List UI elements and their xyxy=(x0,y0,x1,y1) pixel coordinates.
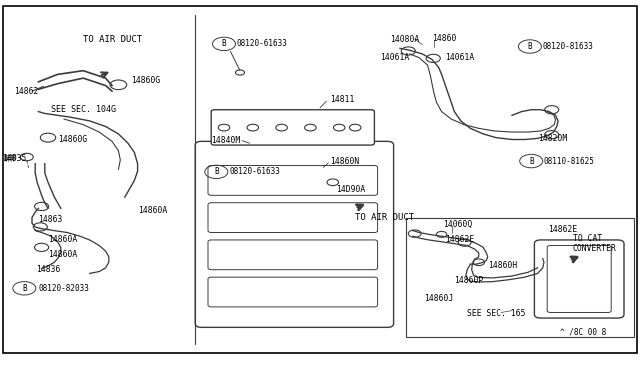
Text: 14863: 14863 xyxy=(38,215,63,224)
Text: TO CAT
CONVERTER: TO CAT CONVERTER xyxy=(573,234,617,253)
Text: TO AIR DUCT: TO AIR DUCT xyxy=(355,213,414,222)
Text: ^ /8C 00 8: ^ /8C 00 8 xyxy=(560,328,606,337)
FancyBboxPatch shape xyxy=(547,246,611,312)
Text: 14840M: 14840M xyxy=(211,136,241,145)
Text: 14860N: 14860N xyxy=(330,157,359,166)
Text: 14860P: 14860P xyxy=(454,276,484,285)
Text: B: B xyxy=(529,157,534,166)
Text: 14860H: 14860H xyxy=(488,261,517,270)
Text: 14835: 14835 xyxy=(2,154,26,163)
Text: B: B xyxy=(527,42,532,51)
Text: B: B xyxy=(22,284,27,293)
Text: SEE SEC. 165: SEE SEC. 165 xyxy=(467,309,525,318)
Text: 14860: 14860 xyxy=(432,34,456,43)
Text: 14862: 14862 xyxy=(14,87,38,96)
Text: 08120-61633: 08120-61633 xyxy=(229,167,280,176)
Text: 08120-61633: 08120-61633 xyxy=(237,39,287,48)
Text: 08120-81633: 08120-81633 xyxy=(543,42,593,51)
Text: 14860G: 14860G xyxy=(58,135,87,144)
Text: SEE SEC. 104G: SEE SEC. 104G xyxy=(51,105,116,114)
FancyBboxPatch shape xyxy=(534,240,624,318)
Text: 14060Q: 14060Q xyxy=(444,220,473,229)
Text: 08110-81625: 08110-81625 xyxy=(544,157,595,166)
FancyBboxPatch shape xyxy=(208,240,378,270)
FancyBboxPatch shape xyxy=(406,218,634,337)
Text: 14862E: 14862E xyxy=(445,235,474,244)
Text: 14860A: 14860A xyxy=(138,206,167,215)
Text: 14862E: 14862E xyxy=(548,225,577,234)
Text: 14820M: 14820M xyxy=(538,134,567,143)
Text: 14860J: 14860J xyxy=(424,294,454,303)
Text: 14836: 14836 xyxy=(36,265,61,274)
Text: 14D90A: 14D90A xyxy=(336,185,365,194)
Text: 14860G: 14860G xyxy=(131,76,161,85)
FancyBboxPatch shape xyxy=(195,141,394,327)
FancyBboxPatch shape xyxy=(208,166,378,195)
Text: 14061A: 14061A xyxy=(445,53,474,62)
Text: 14080A: 14080A xyxy=(390,35,420,44)
Text: B: B xyxy=(221,39,227,48)
Text: 14061A: 14061A xyxy=(380,53,410,62)
Text: 08120-82033: 08120-82033 xyxy=(38,284,89,293)
FancyBboxPatch shape xyxy=(3,6,637,353)
FancyBboxPatch shape xyxy=(208,203,378,232)
Text: 14811: 14811 xyxy=(330,95,354,104)
FancyBboxPatch shape xyxy=(208,277,378,307)
Text: 14860A: 14860A xyxy=(48,250,77,259)
FancyBboxPatch shape xyxy=(211,110,374,145)
Text: TO AIR DUCT: TO AIR DUCT xyxy=(83,35,142,44)
Text: B: B xyxy=(214,167,219,176)
Text: 14860A: 14860A xyxy=(48,235,77,244)
